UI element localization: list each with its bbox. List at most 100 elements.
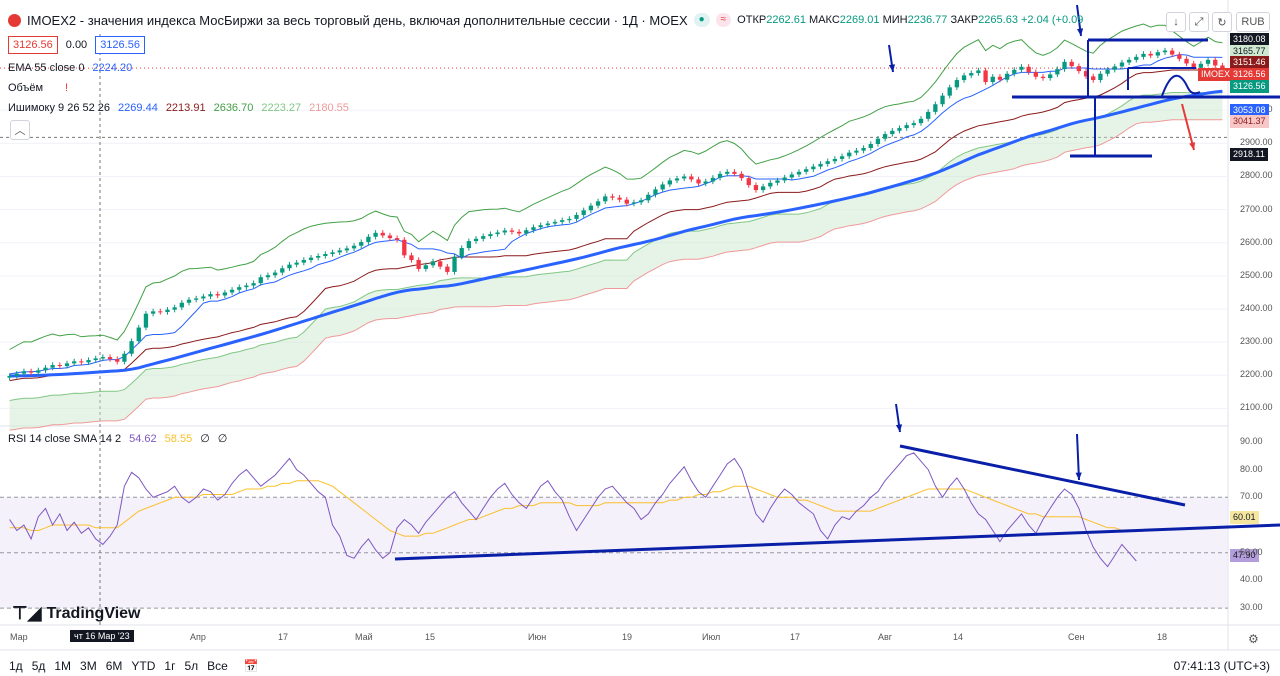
candle [1213,59,1218,66]
range-3m[interactable]: 3М [80,659,97,673]
candle [940,95,945,105]
candle [933,104,938,112]
candle [323,254,328,257]
candle [918,118,924,124]
range-1d[interactable]: 1д [9,659,23,673]
market-status-icon[interactable]: ● [693,13,710,27]
candle [1062,61,1067,70]
candle [158,311,163,313]
refresh-icon[interactable]: ↻ [1212,12,1232,32]
price-tag: 2918.11 [1230,148,1268,161]
candle [100,357,106,359]
candle [50,365,55,368]
candle [926,111,931,119]
close-value: 2265.63 [978,14,1018,26]
candle [775,180,780,183]
candle [459,248,464,257]
warning-icon: ! [65,82,69,94]
range-1y[interactable]: 1г [164,659,176,673]
ema-legend[interactable]: EMA 55 close 0 2224.20 [8,62,132,74]
candle [179,302,184,308]
currency-select[interactable]: RUB [1236,12,1270,32]
close-label: ЗАКР [950,14,979,26]
range-6m[interactable]: 6М [105,659,123,673]
candle [682,176,687,179]
candle [466,241,472,249]
candle [689,176,694,180]
candle [811,166,816,170]
candle [768,182,773,187]
candle [1198,63,1204,68]
ichimoku-legend[interactable]: Ишимоку 9 26 52 26 2269.44 2213.91 2636.… [8,102,349,114]
symbol-title[interactable]: IMOEX2 - значения индекса МосБиржи за ве… [27,12,688,28]
candle [574,214,579,219]
candle [495,232,500,235]
candle [14,373,19,376]
candle [638,200,644,203]
low-value: 2236.77 [907,14,948,26]
range-ytd[interactable]: YTD [131,659,156,673]
bid-box[interactable]: 3126.56 [8,36,58,54]
price-tag: 3126.56 [1230,68,1269,81]
ask-box[interactable]: 3126.56 [95,36,145,54]
candle [387,235,393,239]
volume-legend[interactable]: Объём ! [8,82,68,94]
candle [732,171,737,174]
candle [947,87,952,96]
candle [143,313,149,328]
candle [1205,59,1211,64]
tradingview-logo[interactable]: ⊤◢ TradingView [12,603,140,624]
candle [746,178,751,186]
candle [976,70,981,74]
range-1m[interactable]: 1М [54,659,72,673]
range-5y[interactable]: 5л [184,659,199,673]
ichimoku-v4: 2223.27 [261,102,302,114]
candle [402,239,407,256]
candle [194,298,199,300]
price-axis-label: 2500.00 [1240,269,1273,280]
arrow-aug-rsi-head [895,424,903,432]
rsi-tag: 47.90 [1230,549,1259,562]
candle [1040,76,1046,79]
candle [818,163,823,167]
wave-icon[interactable]: ≈ [715,13,732,27]
range-5d[interactable]: 5д [31,659,46,673]
candle [344,248,350,251]
candle [997,76,1003,80]
time-axis-label: 18 [1157,632,1168,642]
candle [674,178,680,181]
symbol-logo-icon [8,13,21,27]
candle [567,218,572,221]
candle [1148,53,1153,56]
date-range-icon[interactable]: 📅 [243,659,259,673]
candle [1091,76,1096,81]
candle [222,292,228,296]
candle [28,371,34,373]
range-all[interactable]: Все [207,659,228,673]
rsi-legend[interactable]: RSI 14 close SMA 14 2 54.62 58.55 ∅ ∅ [8,432,227,446]
price-row: 3126.56 0.00 3126.56 [8,36,145,54]
settings-gear-icon[interactable]: ⚙ [1248,632,1259,646]
candle [64,363,70,367]
candle [122,353,127,362]
candle [696,179,701,184]
candle [57,365,62,367]
price-tag: 3151.46 [1230,56,1269,69]
candle [1184,58,1189,64]
tv-brand: TradingView [46,604,141,622]
rsi-line [9,452,1137,568]
candle [782,177,787,181]
candle [760,186,766,191]
symbol-description: значения индекса МосБиржи за весь торгов… [87,12,688,28]
expand-icon[interactable]: ⤢ [1189,12,1209,32]
time-axis-label: 17 [278,632,289,642]
candle [337,250,342,253]
candle [72,361,77,364]
candle [882,134,888,139]
download-icon[interactable]: ↓ [1166,12,1186,32]
collapse-legend-icon[interactable]: ︿ [10,120,30,140]
candle [581,210,586,215]
candle [330,252,335,255]
candle [1105,69,1110,74]
